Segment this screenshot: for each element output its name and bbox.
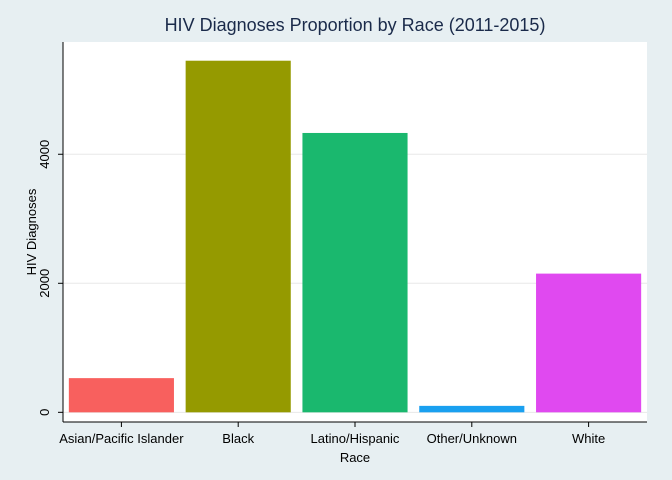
x-tick-label: Asian/Pacific Islander [59,431,184,446]
chart-title: HIV Diagnoses Proportion by Race (2011-2… [165,15,546,35]
y-tick-label: 2000 [37,269,52,298]
y-tick-label: 0 [37,409,52,416]
x-axis-label: Race [340,450,370,465]
bar-asian-pacific-islander [68,378,174,413]
bar-black [185,60,291,413]
y-tick-label: 4000 [37,140,52,169]
bar-other-unknown [419,405,525,413]
x-tick-label: Black [222,431,254,446]
bar-white [536,273,642,413]
bar-latino-hispanic [302,132,408,413]
x-tick-label: Latino/Hispanic [311,431,400,446]
x-tick-label: Other/Unknown [427,431,517,446]
y-axis-label: HIV Diagnoses [24,188,39,275]
x-tick-label: White [572,431,605,446]
